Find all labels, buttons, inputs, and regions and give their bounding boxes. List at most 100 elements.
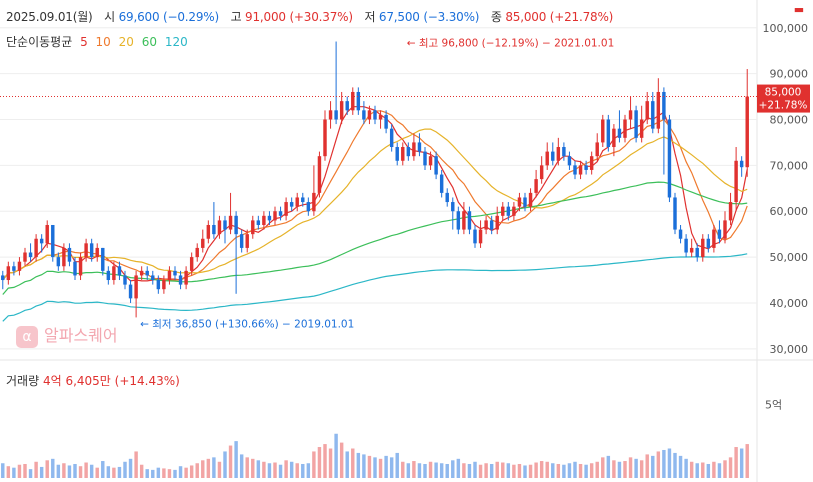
volume-bar	[223, 451, 227, 478]
ma-60[interactable]: 60	[141, 35, 158, 49]
candle-body	[62, 247, 66, 267]
candle-body	[684, 238, 688, 253]
volume-bar	[473, 461, 477, 478]
candle-body	[317, 156, 322, 193]
volume-bar	[351, 448, 355, 478]
volume-bar	[339, 442, 344, 478]
volume-bar	[212, 457, 216, 478]
volume-bar	[639, 460, 644, 478]
volume-bar	[89, 464, 94, 478]
volume-value: 4억 6,405만 (+14.43%)	[42, 374, 180, 388]
volume-bar	[245, 457, 249, 478]
candle-body	[517, 197, 522, 207]
volume-bar	[295, 463, 299, 478]
volume-bar	[256, 460, 261, 478]
volume-bar	[578, 463, 583, 478]
ma-20[interactable]: 20	[118, 35, 134, 49]
candle-body	[578, 165, 583, 175]
price-tick-label: 80,000	[770, 113, 809, 126]
candle-body	[456, 211, 461, 230]
volume-label: 거래량	[6, 374, 40, 388]
header-date: 2025.09.01(월)	[6, 10, 93, 24]
candle-body	[589, 156, 594, 170]
volume-bar	[378, 458, 383, 478]
candle-body	[695, 247, 699, 258]
volume-bar	[106, 466, 111, 478]
volume-bar	[556, 463, 561, 478]
candle-body	[628, 110, 633, 120]
volume-axis: 5억	[765, 398, 782, 411]
candle-body	[378, 114, 383, 120]
volume-bar	[445, 463, 449, 478]
volume-bar	[234, 441, 238, 478]
candle-body	[373, 110, 377, 120]
candle-body	[584, 165, 588, 170]
volume-bar	[56, 464, 61, 478]
volume-bar	[395, 452, 399, 478]
volume-bar	[262, 461, 266, 478]
ma-legend[interactable]: 단순이동평균 5 10 20 60 120	[6, 33, 192, 50]
candle-body	[473, 229, 477, 244]
volume-bar	[406, 463, 411, 478]
candle-body	[251, 220, 255, 235]
volume-bar	[301, 463, 305, 478]
volume-bar	[189, 465, 194, 478]
candle-body	[262, 215, 266, 225]
volume-bar	[495, 461, 499, 478]
candle-body	[95, 247, 99, 258]
candle-body	[489, 220, 494, 230]
candle-body	[706, 238, 711, 248]
candle-body	[278, 211, 283, 216]
candle-body	[434, 156, 438, 175]
candle-body	[301, 197, 305, 203]
volume-bar	[617, 461, 622, 478]
candle-body	[139, 270, 144, 276]
volume-bar	[439, 463, 444, 478]
candle-body	[228, 215, 233, 230]
candle-body	[384, 114, 388, 129]
last-price-marker: 85,000+21.78%	[0, 84, 810, 113]
ma-10[interactable]: 10	[95, 35, 111, 49]
ma-120[interactable]: 120	[164, 35, 188, 49]
candle-body	[51, 224, 55, 258]
volume-bar	[601, 457, 605, 478]
candle-body	[123, 275, 127, 285]
candle-body	[28, 252, 33, 258]
volume-bar	[623, 461, 627, 478]
volume-bar	[6, 466, 11, 478]
volume-bar	[373, 457, 377, 478]
candle-body	[39, 238, 44, 244]
candle-body	[145, 270, 149, 276]
candle-body	[17, 261, 22, 271]
volume-bar	[312, 451, 316, 478]
volume-bar	[334, 433, 338, 478]
ohlc-header: 2025.09.01(월) 시 69,600 (−0.29%) 고 91,000…	[6, 8, 613, 25]
volume-bar	[545, 461, 549, 478]
volume-bar	[728, 457, 733, 478]
volume-bar	[534, 462, 538, 478]
candle-body	[234, 215, 238, 235]
candle-body	[551, 151, 555, 161]
candle-body	[284, 202, 288, 216]
volume-bar	[717, 463, 722, 478]
candle-body	[523, 197, 527, 207]
ma-5[interactable]: 5	[80, 35, 88, 49]
price-tick-label: 70,000	[770, 159, 809, 172]
candle-body	[351, 91, 355, 111]
volume-header: 거래량 4억 6,405만 (+14.43%)	[6, 372, 180, 389]
candle-body	[478, 229, 483, 244]
volume-bar	[184, 467, 188, 478]
volume-bar	[562, 464, 566, 478]
close-icon[interactable]: ▬	[793, 3, 805, 16]
volume-bar	[162, 468, 166, 478]
candle-body	[345, 101, 349, 111]
candle-body	[745, 96, 749, 168]
candle-body	[701, 238, 705, 258]
volume-bar	[284, 460, 288, 478]
candle-body	[112, 266, 116, 281]
candle-body	[667, 119, 672, 198]
volume-bar	[267, 463, 272, 478]
volume-bar	[651, 455, 655, 478]
candle-body	[245, 234, 249, 248]
